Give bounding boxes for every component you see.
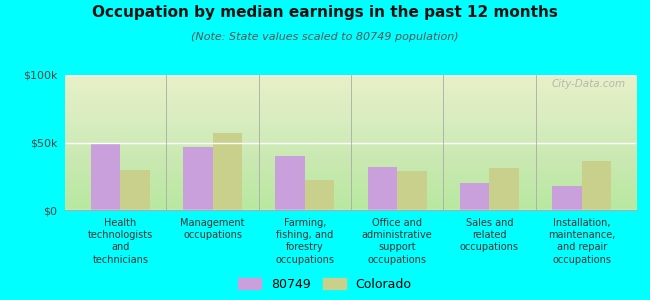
Legend: 80749, Colorado: 80749, Colorado (239, 278, 411, 291)
Text: (Note: State values scaled to 80749 population): (Note: State values scaled to 80749 popu… (191, 32, 459, 41)
Bar (276, 156, 305, 210)
Bar (120, 169, 150, 210)
Bar (305, 180, 334, 210)
Bar (183, 147, 213, 210)
Bar (368, 167, 397, 210)
Bar (552, 186, 582, 210)
Bar (91, 142, 120, 210)
Bar (582, 161, 611, 210)
Bar (489, 168, 519, 210)
Bar (397, 171, 426, 210)
Text: City-Data.com: City-Data.com (551, 79, 625, 89)
Bar (460, 183, 489, 210)
Bar (213, 133, 242, 210)
Text: Occupation by median earnings in the past 12 months: Occupation by median earnings in the pas… (92, 4, 558, 20)
